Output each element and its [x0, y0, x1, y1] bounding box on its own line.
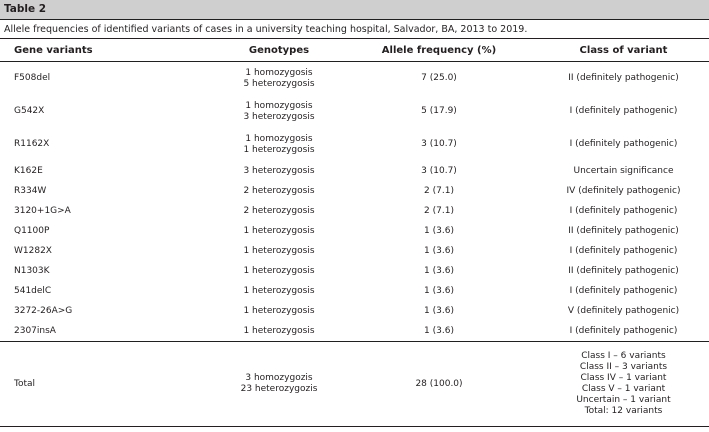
- class-summary-line: Uncertain – 1 variant: [576, 395, 671, 405]
- cell-variant: N1303K: [14, 265, 50, 276]
- total-genotype-line: 23 heterozygozis: [240, 384, 318, 394]
- cell-genotypes: 1 homozygosis 5 heterozygosis: [204, 62, 354, 96]
- cell-class: I (definitely pathogenic): [569, 245, 678, 256]
- cell-genotypes: 1 heterozygosis: [243, 305, 315, 316]
- cell-class: I (definitely pathogenic): [569, 325, 678, 336]
- cell-genotypes: 2 heterozygosis: [243, 185, 315, 196]
- total-row: Total 3 homozygozis 23 heterozygozis 28 (…: [0, 341, 709, 427]
- cell-genotypes: 1 heterozygosis: [243, 245, 315, 256]
- cell-frequency: 3 (10.7): [421, 139, 457, 149]
- cell-class: I (definitely pathogenic): [569, 139, 678, 149]
- cell-genotypes: 1 heterozygosis: [243, 265, 315, 276]
- cell-class: II (definitely pathogenic): [568, 265, 679, 276]
- total-label: Total: [0, 341, 204, 427]
- table-caption: Allele frequencies of identified variant…: [0, 19, 709, 39]
- cell-variant: 3272-26A>G: [14, 305, 73, 316]
- table-row: 3120+1G>A 2 heterozygosis 2 (7.1) I (def…: [0, 201, 709, 221]
- genotype-line: 5 heterozygosis: [243, 78, 315, 89]
- class-summary-line: Class IV – 1 variant: [580, 373, 667, 383]
- table-row: N1303K 1 heterozygosis 1 (3.6) II (defin…: [0, 261, 709, 281]
- cell-class: I (definitely pathogenic): [569, 285, 678, 296]
- cell-variant: R1162X: [14, 139, 50, 149]
- cell-frequency: 1 (3.6): [424, 325, 454, 336]
- header-genotypes: Genotypes: [204, 39, 354, 62]
- cell-frequency: 3 (10.7): [421, 165, 457, 176]
- genotype-line: 1 homozygosis: [245, 67, 313, 78]
- total-class-summary: Class I – 6 variants Class II – 3 varian…: [524, 341, 709, 427]
- cell-variant: 2307insA: [14, 325, 56, 336]
- table-row: G542X 1 homozygosis 3 heterozygosis 5 (17…: [0, 95, 709, 128]
- cell-class: II (definitely pathogenic): [568, 225, 679, 236]
- cell-genotypes: 1 homozygosis 3 heterozygosis: [204, 95, 354, 128]
- genotype-line: 1 homozygosis: [245, 100, 313, 111]
- cell-variant: W1282X: [14, 245, 52, 256]
- cell-variant: G542X: [14, 106, 45, 116]
- total-frequency: 28 (100.0): [354, 341, 524, 427]
- cell-genotypes: 1 homozygosis 1 heterozygosis: [204, 128, 354, 161]
- cell-class: V (definitely pathogenic): [567, 305, 680, 316]
- header-allele-frequency: Allele frequency (%): [354, 39, 524, 62]
- table-row: W1282X 1 heterozygosis 1 (3.6) I (defini…: [0, 241, 709, 261]
- cell-frequency: 2 (7.1): [424, 205, 454, 216]
- header-gene-variants: Gene variants: [0, 39, 204, 62]
- cell-frequency: 1 (3.6): [424, 245, 454, 256]
- table-row: 3272-26A>G 1 heterozygosis 1 (3.6) V (de…: [0, 301, 709, 321]
- cell-variant: K162E: [14, 165, 43, 176]
- header-class-of-variant: Class of variant: [524, 39, 709, 62]
- class-summary-line: Total: 12 variants: [584, 406, 663, 416]
- genotype-line: 1 heterozygosis: [243, 144, 315, 155]
- cell-class: Uncertain significance: [573, 165, 674, 176]
- class-summary-line: Class V – 1 variant: [581, 384, 666, 394]
- table-row: K162E 3 heterozygosis 3 (10.7) Uncertain…: [0, 161, 709, 181]
- cell-class: II (definitely pathogenic): [568, 73, 679, 83]
- cell-class: I (definitely pathogenic): [569, 205, 678, 216]
- variants-table: Gene variants Genotypes Allele frequency…: [0, 39, 709, 427]
- cell-genotypes: 1 heterozygosis: [243, 325, 315, 336]
- cell-variant: 541delC: [14, 285, 52, 296]
- cell-variant: Q1100P: [14, 225, 50, 236]
- genotype-line: 3 heterozygosis: [243, 111, 315, 122]
- class-summary-line: Class I – 6 variants: [581, 351, 666, 361]
- genotype-line: 1 homozygosis: [245, 133, 313, 144]
- cell-genotypes: 1 heterozygosis: [243, 285, 315, 296]
- table-row: 2307insA 1 heterozygosis 1 (3.6) I (defi…: [0, 321, 709, 342]
- cell-class: IV (definitely pathogenic): [566, 185, 681, 196]
- cell-frequency: 1 (3.6): [424, 285, 454, 296]
- cell-frequency: 2 (7.1): [424, 185, 454, 196]
- header-row: Gene variants Genotypes Allele frequency…: [0, 39, 709, 62]
- table-row: Q1100P 1 heterozygosis 1 (3.6) II (defin…: [0, 221, 709, 241]
- cell-variant: 3120+1G>A: [14, 205, 71, 216]
- table-row: R1162X 1 homozygosis 1 heterozygosis 3 (1…: [0, 128, 709, 161]
- table-row: F508del 1 homozygosis 5 heterozygosis 7 (…: [0, 62, 709, 96]
- cell-class: I (definitely pathogenic): [569, 106, 678, 116]
- cell-genotypes: 2 heterozygosis: [243, 205, 315, 216]
- table-row: 541delC 1 heterozygosis 1 (3.6) I (defin…: [0, 281, 709, 301]
- total-genotypes: 3 homozygozis 23 heterozygozis: [204, 341, 354, 427]
- total-genotype-line: 3 homozygozis: [245, 373, 313, 383]
- table-label: Table 2: [0, 0, 709, 19]
- cell-frequency: 1 (3.6): [424, 265, 454, 276]
- cell-frequency: 7 (25.0): [421, 73, 457, 83]
- cell-genotypes: 1 heterozygosis: [243, 225, 315, 236]
- cell-genotypes: 3 heterozygosis: [243, 165, 315, 176]
- cell-variant: R334W: [14, 185, 47, 196]
- cell-frequency: 1 (3.6): [424, 225, 454, 236]
- cell-variant: F508del: [14, 73, 51, 83]
- class-summary-line: Class II – 3 variants: [579, 362, 668, 372]
- table-row: R334W 2 heterozygosis 2 (7.1) IV (defini…: [0, 181, 709, 201]
- cell-frequency: 5 (17.9): [421, 106, 457, 116]
- cell-frequency: 1 (3.6): [424, 305, 454, 316]
